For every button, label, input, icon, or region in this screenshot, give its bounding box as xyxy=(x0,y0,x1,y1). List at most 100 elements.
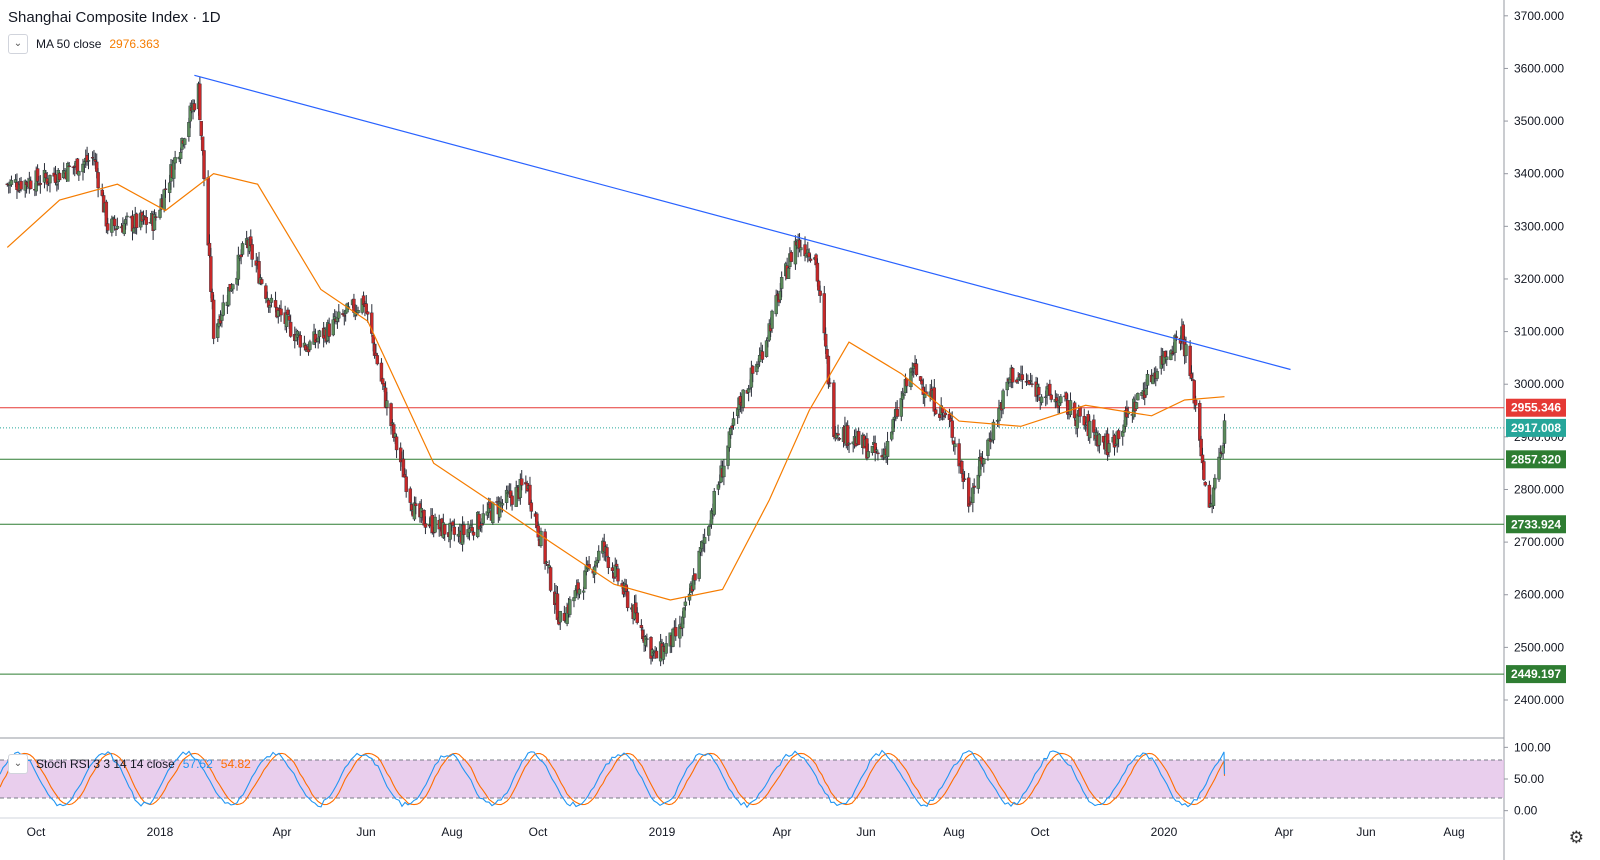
candle-body xyxy=(693,573,697,581)
candle-body xyxy=(35,168,40,182)
candle-body xyxy=(77,170,81,176)
candle-body xyxy=(722,465,726,478)
candle-body xyxy=(837,438,842,440)
candle-body xyxy=(885,440,890,457)
candle-body xyxy=(568,599,572,615)
level-tag xyxy=(1506,418,1566,437)
candle-body xyxy=(375,355,380,365)
candle-body xyxy=(741,389,745,408)
x-tick-label: Oct xyxy=(529,825,548,839)
candle-body xyxy=(971,487,975,503)
candle-body xyxy=(836,433,840,436)
candle-body xyxy=(1020,374,1025,381)
candle-body xyxy=(1213,477,1217,489)
candle-body xyxy=(760,351,765,360)
candle-body xyxy=(38,182,43,185)
candle-body xyxy=(953,443,957,448)
candle-body xyxy=(866,451,871,458)
candle-body xyxy=(529,502,534,512)
candle-body xyxy=(757,355,762,363)
candle-body xyxy=(683,601,688,606)
candle-body xyxy=(822,293,826,334)
candle-body xyxy=(645,638,649,640)
candle-body xyxy=(231,284,235,290)
stoch-tick-label: 0.00 xyxy=(1514,804,1538,818)
candle-body xyxy=(823,333,828,347)
x-tick-label: Jun xyxy=(1356,825,1375,839)
level-tag-label: 2857.320 xyxy=(1511,452,1561,466)
candle-body xyxy=(1155,371,1159,379)
y-tick-label: 3300.000 xyxy=(1514,219,1564,233)
candle-body xyxy=(86,160,91,162)
candle-body xyxy=(57,172,62,181)
candle-body xyxy=(173,157,177,164)
ma-indicator-legend[interactable]: ⌄ MA 50 close 2976.363 xyxy=(8,34,221,54)
candle-body xyxy=(389,403,393,427)
candle-body xyxy=(471,531,476,536)
candle-body xyxy=(95,161,99,172)
stoch-legend[interactable]: ⌄ Stoch RSI 3 3 14 14 close 57.52 54.82 xyxy=(8,754,251,774)
candle-body xyxy=(756,364,760,368)
candle-body xyxy=(1097,434,1102,446)
candle-body xyxy=(1059,396,1063,404)
level-tag-label: 2449.197 xyxy=(1511,667,1561,681)
candle-body xyxy=(770,310,774,329)
candle-body xyxy=(1198,403,1202,441)
candle-body xyxy=(288,321,293,337)
candle-body xyxy=(960,461,964,474)
candle-body xyxy=(702,537,707,544)
candle-body xyxy=(889,431,894,440)
candle-body xyxy=(317,330,322,337)
candle-body xyxy=(1107,443,1111,453)
level-tag-label: 2733.924 xyxy=(1511,517,1561,531)
candle-body xyxy=(488,502,492,509)
candle-body xyxy=(1134,402,1139,409)
candle-body xyxy=(236,254,241,280)
y-tick-label: 3200.000 xyxy=(1514,272,1564,286)
candle-body xyxy=(183,138,187,145)
candle-body xyxy=(856,431,861,445)
candle-body xyxy=(1001,390,1005,410)
candle-body xyxy=(260,279,264,284)
x-tick-label: Oct xyxy=(1031,825,1050,839)
candle-body xyxy=(1144,388,1148,396)
level-tag xyxy=(1506,450,1566,469)
candle-body xyxy=(577,589,582,595)
candle-body xyxy=(442,524,447,535)
candle-body xyxy=(1088,420,1092,439)
chevron-down-icon[interactable]: ⌄ xyxy=(8,754,28,774)
candle-body xyxy=(273,300,278,308)
candle-body xyxy=(134,213,139,228)
candle-body xyxy=(1193,399,1198,406)
candle-body xyxy=(9,180,14,185)
candle-body xyxy=(678,624,682,639)
candle-body xyxy=(1221,445,1225,454)
candle-body xyxy=(152,214,157,231)
chevron-down-icon[interactable]: ⌄ xyxy=(8,34,28,54)
candle-body xyxy=(982,458,986,465)
stoch-d-line xyxy=(0,752,1226,806)
candle-body xyxy=(1039,396,1044,403)
candle-body xyxy=(198,83,202,121)
candle-body xyxy=(793,240,798,265)
gear-icon[interactable]: ⚙ xyxy=(1568,828,1584,847)
candle-body xyxy=(845,425,850,446)
candle-body xyxy=(221,302,225,316)
y-tick-label: 3000.000 xyxy=(1514,377,1564,391)
candle-body xyxy=(548,567,553,591)
candle-body xyxy=(423,523,428,528)
candle-body xyxy=(481,513,485,524)
candle-body xyxy=(1005,381,1009,391)
candle-body xyxy=(452,526,457,535)
candle-body xyxy=(1174,336,1179,338)
candle-body xyxy=(187,122,191,137)
candle-body xyxy=(1145,373,1150,386)
candle-body xyxy=(799,247,803,251)
y-tick-label: 3400.000 xyxy=(1514,167,1564,181)
candle-body xyxy=(581,590,586,593)
candle-body xyxy=(520,478,524,486)
candle-body xyxy=(1048,383,1052,396)
candle-body xyxy=(408,488,413,503)
candle-body xyxy=(385,400,389,408)
